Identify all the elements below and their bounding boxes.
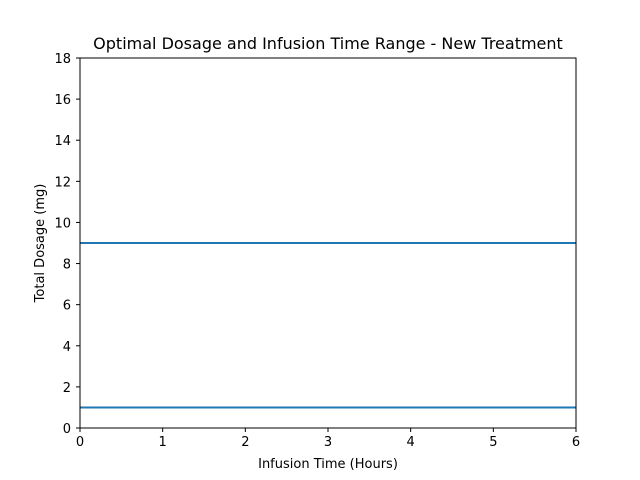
y-tick-label: 12 [54, 175, 71, 190]
y-axis-label: Total Dosage (mg) [33, 184, 48, 304]
y-tick-label: 2 [63, 381, 71, 396]
x-tick-label: 0 [76, 435, 84, 450]
y-tick-label: 14 [54, 134, 71, 149]
x-tick-label: 5 [489, 435, 497, 450]
y-tick-label: 16 [54, 93, 71, 108]
x-tick-label: 6 [572, 435, 580, 450]
chart-title: Optimal Dosage and Infusion Time Range -… [93, 34, 563, 53]
y-tick-label: 18 [54, 52, 71, 67]
y-axis: 0 2 4 6 8 10 12 14 16 18 [54, 52, 80, 437]
y-tick-label: 6 [63, 299, 71, 314]
series-layer [80, 242, 576, 409]
y-tick-label: 0 [63, 422, 71, 437]
y-tick-label: 10 [54, 216, 71, 231]
x-tick-label: 4 [407, 435, 415, 450]
y-tick-label: 4 [63, 340, 71, 355]
x-tick-label: 2 [241, 435, 249, 450]
x-axis: 0 1 2 3 4 5 6 [76, 428, 580, 450]
x-tick-label: 3 [324, 435, 332, 450]
x-tick-label: 1 [159, 435, 167, 450]
y-tick-label: 8 [63, 258, 71, 273]
x-axis-label: Infusion Time (Hours) [258, 457, 398, 472]
